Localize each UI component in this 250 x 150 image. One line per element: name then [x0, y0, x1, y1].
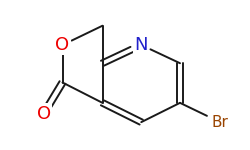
- Text: O: O: [56, 36, 70, 54]
- Text: N: N: [134, 36, 148, 54]
- Text: Br: Br: [212, 115, 228, 130]
- Text: O: O: [37, 105, 51, 123]
